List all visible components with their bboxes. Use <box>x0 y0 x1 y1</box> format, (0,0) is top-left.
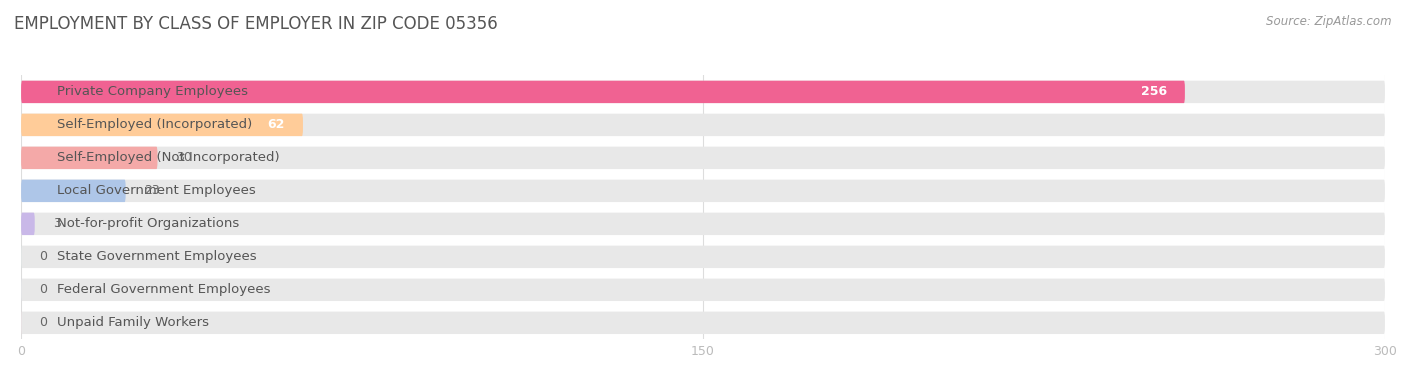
Text: 256: 256 <box>1140 86 1167 98</box>
FancyBboxPatch shape <box>21 81 1185 103</box>
Text: 3: 3 <box>53 218 60 230</box>
FancyBboxPatch shape <box>21 246 1385 268</box>
Text: 0: 0 <box>39 250 48 263</box>
Text: Local Government Employees: Local Government Employees <box>58 184 256 197</box>
FancyBboxPatch shape <box>21 279 1385 301</box>
Text: Unpaid Family Workers: Unpaid Family Workers <box>58 316 209 329</box>
FancyBboxPatch shape <box>21 213 1385 235</box>
Text: EMPLOYMENT BY CLASS OF EMPLOYER IN ZIP CODE 05356: EMPLOYMENT BY CLASS OF EMPLOYER IN ZIP C… <box>14 15 498 33</box>
FancyBboxPatch shape <box>21 113 302 136</box>
Text: 30: 30 <box>176 152 191 164</box>
FancyBboxPatch shape <box>21 311 1385 334</box>
Text: Self-Employed (Not Incorporated): Self-Employed (Not Incorporated) <box>58 152 280 164</box>
Text: 23: 23 <box>143 184 160 197</box>
FancyBboxPatch shape <box>21 147 1385 169</box>
FancyBboxPatch shape <box>21 147 157 169</box>
Text: 0: 0 <box>39 284 48 296</box>
FancyBboxPatch shape <box>21 180 1385 202</box>
Text: Source: ZipAtlas.com: Source: ZipAtlas.com <box>1267 15 1392 28</box>
FancyBboxPatch shape <box>21 113 1385 136</box>
Text: State Government Employees: State Government Employees <box>58 250 257 263</box>
FancyBboxPatch shape <box>21 213 35 235</box>
Text: 0: 0 <box>39 316 48 329</box>
Text: Federal Government Employees: Federal Government Employees <box>58 284 271 296</box>
Text: Not-for-profit Organizations: Not-for-profit Organizations <box>58 218 239 230</box>
FancyBboxPatch shape <box>21 81 1385 103</box>
Text: 62: 62 <box>267 118 285 131</box>
Text: Private Company Employees: Private Company Employees <box>58 86 249 98</box>
FancyBboxPatch shape <box>21 180 125 202</box>
Text: Self-Employed (Incorporated): Self-Employed (Incorporated) <box>58 118 253 131</box>
